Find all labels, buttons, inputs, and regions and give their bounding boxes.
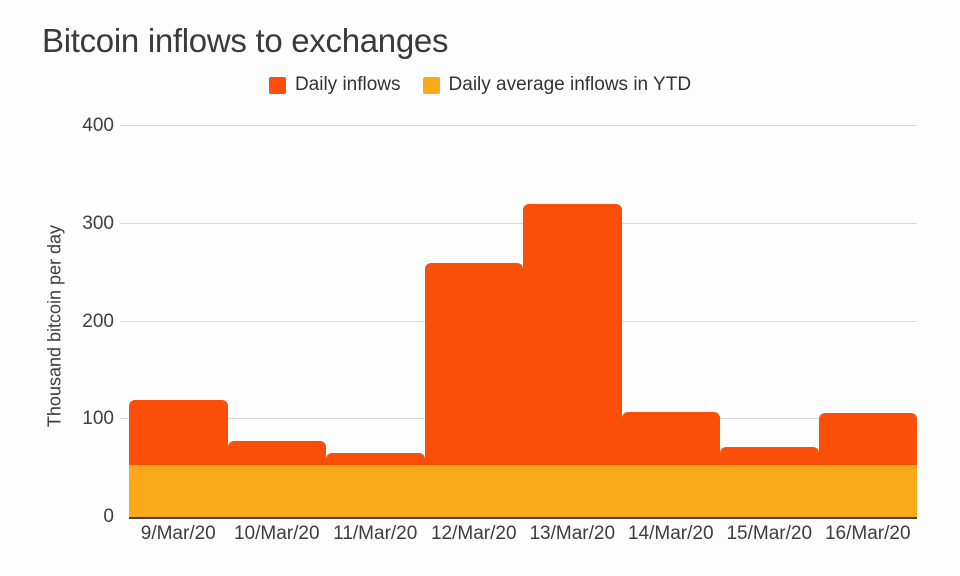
legend-label: Daily average inflows in YTD [448,74,692,95]
x-axis-tick-labels: 9/Mar/20 10/Mar/20 11/Mar/20 12/Mar/20 13/Ma… [129,523,917,545]
x-tick-label-9-Mar-20: 9/Mar/20 [140,523,216,544]
y-axis-tick-labels: 0 100 200 300 400 [0,115,114,527]
legend-swatch-icon [268,76,286,94]
legend-item-1: Daily average inflows in YTD [422,74,692,96]
bar-13-Mar-20 [523,204,622,517]
y-tick-label-100: 100 [82,408,114,430]
x-tick-label-13-Mar-20: 13/Mar/20 [529,523,616,544]
x-tick-label-15-Mar-20: 15/Mar/20 [726,523,813,544]
bar-series-daily-inflows [129,126,917,517]
legend-item-0: Daily inflows [268,74,401,96]
legend-label: Daily inflows [294,74,401,95]
gridline-300 [120,222,917,224]
y-tick-label-200: 200 [82,310,114,332]
legend: Daily inflows Daily average inflows in YT… [0,74,960,96]
legend-swatch-icon [422,76,440,94]
x-tick-label-16-Mar-20: 16/Mar/20 [824,523,911,544]
y-tick-label-0: 0 [103,506,114,527]
x-tick-label-14-Mar-20: 14/Mar/20 [627,523,714,544]
gridline-400 [120,125,917,126]
x-tick-label-10-Mar-20: 10/Mar/20 [233,523,320,544]
x-tick-label-12-Mar-20: 12/Mar/20 [430,523,517,544]
plot-area [120,125,917,519]
x-tick-label-11-Mar-20: 11/Mar/20 [333,523,418,544]
y-tick-label-400: 400 [82,115,114,136]
band-series-ytd-average [129,465,917,517]
y-tick-label-300: 300 [82,212,114,234]
chart-title: Bitcoin inflows to exchanges [42,22,449,59]
